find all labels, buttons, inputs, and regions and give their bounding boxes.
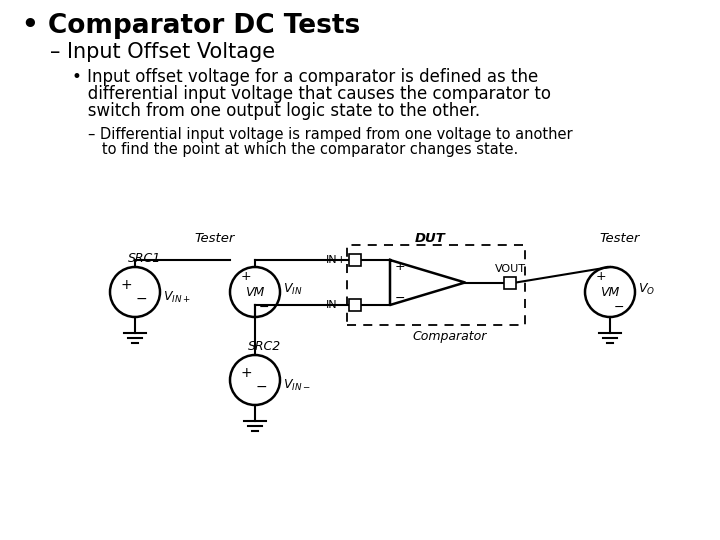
Text: −: − xyxy=(258,300,269,314)
Text: SRC2: SRC2 xyxy=(248,340,282,353)
Text: +: + xyxy=(240,366,252,380)
Text: −: − xyxy=(613,300,624,314)
Bar xyxy=(349,254,361,266)
Text: VOUT: VOUT xyxy=(495,264,526,273)
Text: – Differential input voltage is ramped from one voltage to another: – Differential input voltage is ramped f… xyxy=(88,127,572,142)
Text: IN−: IN− xyxy=(326,300,347,310)
Bar xyxy=(349,299,361,311)
Text: +: + xyxy=(120,278,132,292)
Text: DUT: DUT xyxy=(415,232,446,245)
Text: $V_{IN-}$: $V_{IN-}$ xyxy=(283,377,311,393)
Text: VM: VM xyxy=(246,286,265,299)
Text: – Input Offset Voltage: – Input Offset Voltage xyxy=(50,42,275,62)
Text: −: − xyxy=(395,292,405,305)
Text: Tester: Tester xyxy=(195,232,235,245)
Text: VM: VM xyxy=(600,286,620,299)
Text: $V_{IN}$: $V_{IN}$ xyxy=(283,281,302,296)
Text: to find the point at which the comparator changes state.: to find the point at which the comparato… xyxy=(88,142,518,157)
Text: $V_{IN+}$: $V_{IN+}$ xyxy=(163,289,191,305)
Text: IN+: IN+ xyxy=(326,255,347,265)
Text: • Comparator DC Tests: • Comparator DC Tests xyxy=(22,13,360,39)
Text: switch from one output logic state to the other.: switch from one output logic state to th… xyxy=(72,102,480,120)
Text: Comparator: Comparator xyxy=(413,330,487,343)
Text: −: − xyxy=(135,292,147,306)
Text: −: − xyxy=(255,380,267,394)
Text: • Input offset voltage for a comparator is defined as the: • Input offset voltage for a comparator … xyxy=(72,68,539,86)
Text: +: + xyxy=(395,260,405,273)
Text: differential input voltage that causes the comparator to: differential input voltage that causes t… xyxy=(72,85,551,103)
Bar xyxy=(504,276,516,288)
Text: +: + xyxy=(595,271,606,284)
Text: +: + xyxy=(240,271,251,284)
Text: $V_O$: $V_O$ xyxy=(638,281,655,296)
Text: Tester: Tester xyxy=(600,232,640,245)
Text: SRC1: SRC1 xyxy=(128,252,161,265)
